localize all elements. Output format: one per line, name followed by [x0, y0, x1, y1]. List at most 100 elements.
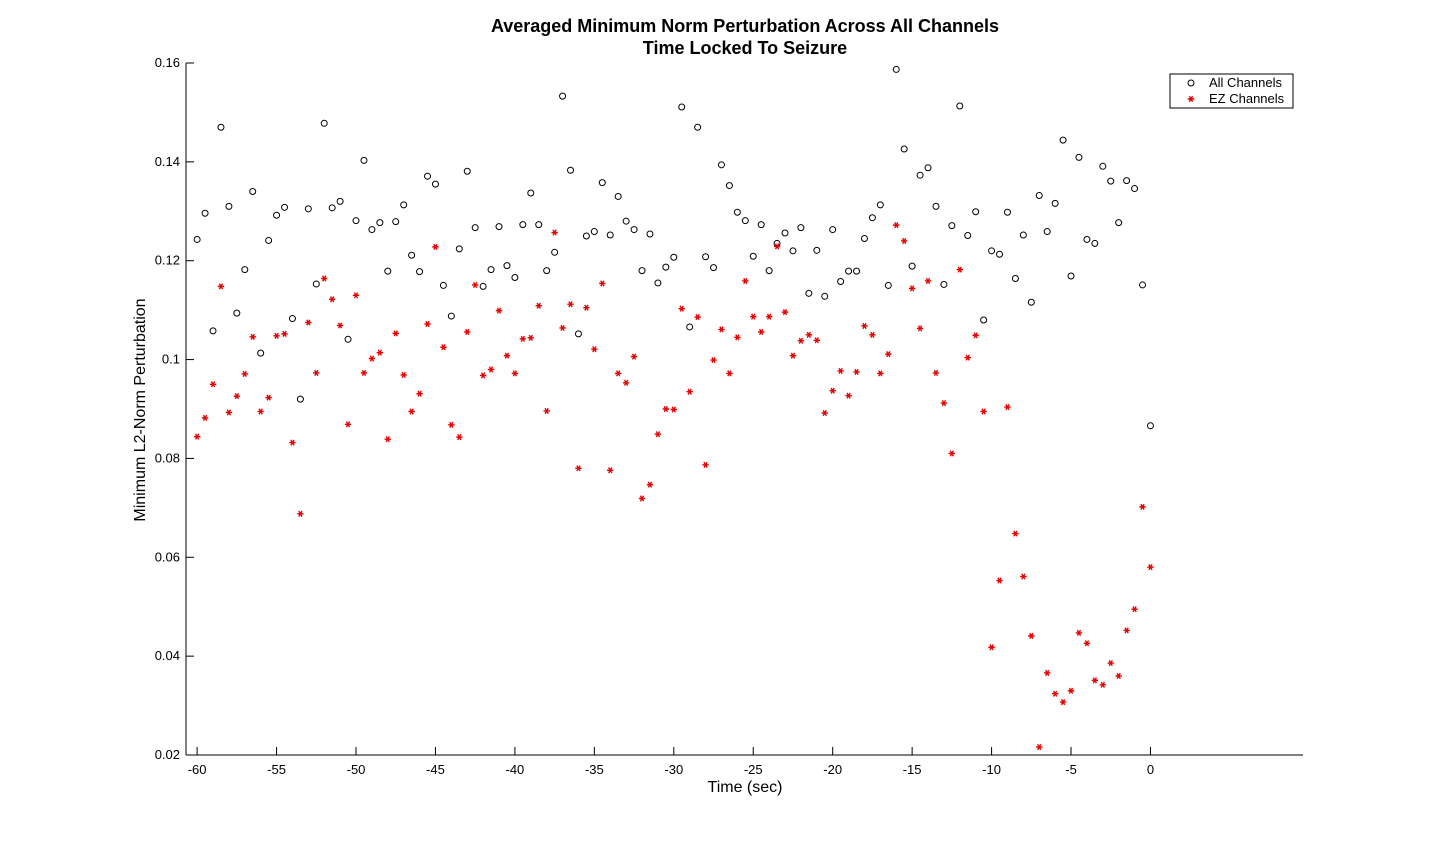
- ez-channels-point: [686, 388, 693, 395]
- ez-channels-point: [535, 302, 542, 309]
- ez-channels-point: [702, 461, 709, 468]
- ez-channels-point: [1020, 573, 1027, 580]
- ez-channels-point: [559, 324, 566, 332]
- legend-label-ez-channels: EZ Channels: [1209, 91, 1285, 106]
- ez-channels-point: [257, 408, 264, 415]
- all-channels-point: [582, 232, 590, 240]
- all-channels-point: [1011, 275, 1019, 283]
- all-channels-point: [845, 267, 853, 275]
- ez-channels-point: [996, 577, 1003, 584]
- all-channels-point: [900, 145, 908, 153]
- all-channels-point: [431, 180, 439, 188]
- all-channels-point: [813, 246, 821, 254]
- x-tick-label: -30: [664, 762, 683, 777]
- all-channels-point: [654, 279, 662, 287]
- all-channels-point: [964, 232, 972, 240]
- all-channels-point: [725, 182, 733, 190]
- series-all-channels-points: [193, 65, 1154, 430]
- all-channels-point: [614, 192, 622, 200]
- ez-channels-point: [424, 320, 431, 328]
- ez-channels-point: [233, 393, 241, 400]
- ez-channels-point: [209, 381, 217, 388]
- all-channels-point: [1019, 231, 1027, 239]
- ez-channels-point: [249, 333, 256, 340]
- all-channels-point: [447, 312, 455, 320]
- all-channels-point: [908, 262, 916, 270]
- all-channels-point: [368, 226, 376, 234]
- all-channels-point: [535, 221, 543, 229]
- ez-channels-point: [352, 292, 360, 299]
- x-tick-label: -5: [1065, 762, 1077, 777]
- all-channels-point: [519, 221, 527, 229]
- legend: All Channels EZ Channels: [1169, 73, 1294, 109]
- ez-channels-point: [575, 465, 582, 472]
- all-channels-point: [662, 263, 670, 271]
- all-channels-point: [781, 229, 789, 237]
- all-channels-point: [225, 202, 233, 210]
- ez-channels-point: [893, 222, 900, 229]
- ez-channels-point: [321, 275, 328, 282]
- all-channels-point: [233, 309, 241, 317]
- ez-channels-point: [201, 414, 209, 422]
- ez-channels-point: [837, 367, 844, 375]
- ez-channels-point: [1099, 681, 1106, 688]
- ez-channels-point: [1107, 659, 1114, 667]
- ez-channels-point: [273, 332, 280, 339]
- ez-channels-point: [1131, 606, 1138, 613]
- all-channels-point: [249, 188, 257, 196]
- all-channels-point: [876, 201, 884, 209]
- all-channels-point: [710, 264, 718, 272]
- x-tick-label: -50: [347, 762, 366, 777]
- all-channels-point: [463, 167, 471, 175]
- ez-channels-point: [448, 421, 455, 428]
- all-channels-point: [1131, 185, 1139, 193]
- ez-channels-point: [1067, 687, 1075, 694]
- all-channels-point: [209, 327, 217, 335]
- ez-channels-point: [297, 510, 304, 517]
- ez-channels-point: [1147, 564, 1154, 571]
- all-channels-point: [400, 201, 408, 209]
- ez-channels-point: [829, 387, 836, 394]
- all-channels-point: [717, 161, 725, 169]
- ez-channels-point: [456, 434, 463, 441]
- ez-channels-point: [614, 370, 622, 377]
- series-ez-channels-points: [193, 222, 1154, 751]
- ez-channels-point: [638, 495, 646, 502]
- ez-channels-point: [1123, 627, 1130, 634]
- x-tick-label: -20: [823, 762, 842, 777]
- ez-channels-point: [487, 366, 495, 373]
- all-channels-point: [574, 330, 582, 338]
- all-channels-point: [996, 250, 1004, 258]
- ez-channels-point: [773, 243, 781, 250]
- all-channels-point: [559, 92, 567, 100]
- all-channels-point: [1091, 239, 1099, 247]
- all-channels-point: [765, 267, 773, 275]
- all-channels-point: [527, 189, 535, 197]
- x-tick-label: -10: [982, 762, 1001, 777]
- ez-channels-point: [591, 346, 598, 353]
- ez-channels-point: [710, 356, 717, 364]
- all-channels-point: [241, 266, 249, 274]
- x-tick-label: -40: [506, 762, 525, 777]
- ez-channels-point: [416, 390, 423, 397]
- ez-channels-point: [853, 368, 860, 376]
- all-channels-point: [1035, 191, 1043, 199]
- y-tick-label: 0.12: [155, 253, 180, 268]
- ez-channels-point: [1012, 530, 1019, 537]
- ez-channels-point: [241, 370, 248, 378]
- all-channels-point: [988, 247, 996, 255]
- ez-channels-point: [805, 331, 813, 338]
- all-channels-point: [543, 267, 551, 275]
- all-channels-point: [471, 224, 479, 232]
- ez-channels-point: [869, 331, 876, 338]
- ez-channels-point: [622, 379, 630, 386]
- ez-channels-point: [289, 439, 296, 446]
- ez-channels-point: [344, 421, 352, 428]
- ez-channels-point: [948, 450, 956, 457]
- all-channels-point: [868, 214, 876, 222]
- ez-channels-point: [932, 369, 940, 377]
- ez-channels-point: [900, 237, 908, 245]
- all-channels-point: [495, 223, 503, 231]
- x-tick-label: -15: [903, 762, 922, 777]
- all-channels-point: [312, 280, 320, 288]
